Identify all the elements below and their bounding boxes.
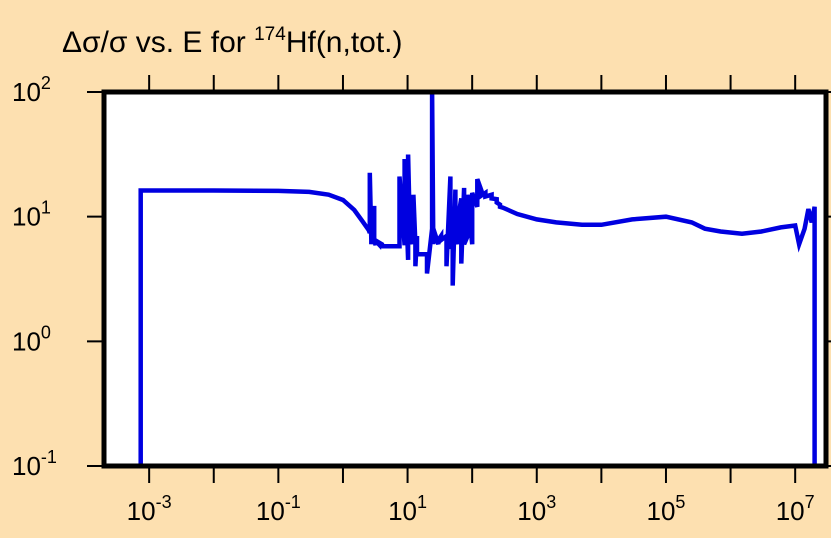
- x-tick-label: 103: [517, 492, 556, 526]
- x-tick-label-exponent: 7: [805, 492, 815, 512]
- y-tick-label-base: 10: [12, 326, 41, 356]
- x-tick-label-base: 10: [127, 496, 156, 526]
- x-tick-label: 10-3: [127, 492, 172, 526]
- chart-title: Δσ/σ vs. E for 174Hf(n,tot.): [62, 24, 403, 59]
- x-tick-label-exponent: -1: [285, 492, 301, 512]
- y-tick-label: 101: [12, 198, 51, 232]
- y-tick-label-base: 10: [12, 451, 41, 481]
- series-line-0: [138, 91, 817, 466]
- x-tick-label-base: 10: [647, 496, 676, 526]
- x-tick-label-exponent: 3: [546, 492, 556, 512]
- y-tick-label-exponent: 1: [41, 198, 51, 218]
- y-tick-label: 102: [12, 73, 51, 107]
- y-tick-label-exponent: -1: [41, 447, 57, 467]
- x-tick-label: 105: [647, 492, 686, 526]
- chart-title-prefix: Δσ/σ vs. E for: [62, 26, 254, 59]
- x-tick-label: 107: [776, 492, 815, 526]
- y-tick-label-base: 10: [12, 77, 41, 107]
- tick-marks: [87, 75, 831, 483]
- x-tick-label: 10-1: [256, 492, 301, 526]
- y-tick-label: 10-1: [12, 447, 57, 481]
- series-layer: [138, 91, 817, 466]
- x-tick-label-base: 10: [388, 496, 417, 526]
- x-tick-label-exponent: -3: [156, 492, 172, 512]
- y-tick-label-exponent: 2: [41, 73, 51, 93]
- y-tick-label-base: 10: [12, 202, 41, 232]
- x-tick-label-base: 10: [256, 496, 285, 526]
- plot-frame: [101, 89, 829, 469]
- x-tick-label-exponent: 5: [675, 492, 685, 512]
- x-tick-label: 101: [388, 492, 427, 526]
- x-tick-labels: 10-3 10-1 101 103 105 107: [127, 492, 815, 526]
- x-tick-label-exponent: 1: [417, 492, 427, 512]
- x-tick-label-base: 10: [517, 496, 546, 526]
- chart-title-suffix: Hf(n,tot.): [286, 26, 403, 59]
- y-tick-label: 100: [12, 322, 51, 356]
- x-tick-label-base: 10: [776, 496, 805, 526]
- y-tick-label-exponent: 0: [41, 322, 51, 342]
- plot-area: [104, 92, 826, 466]
- chart-title-superscript: 174: [254, 24, 286, 45]
